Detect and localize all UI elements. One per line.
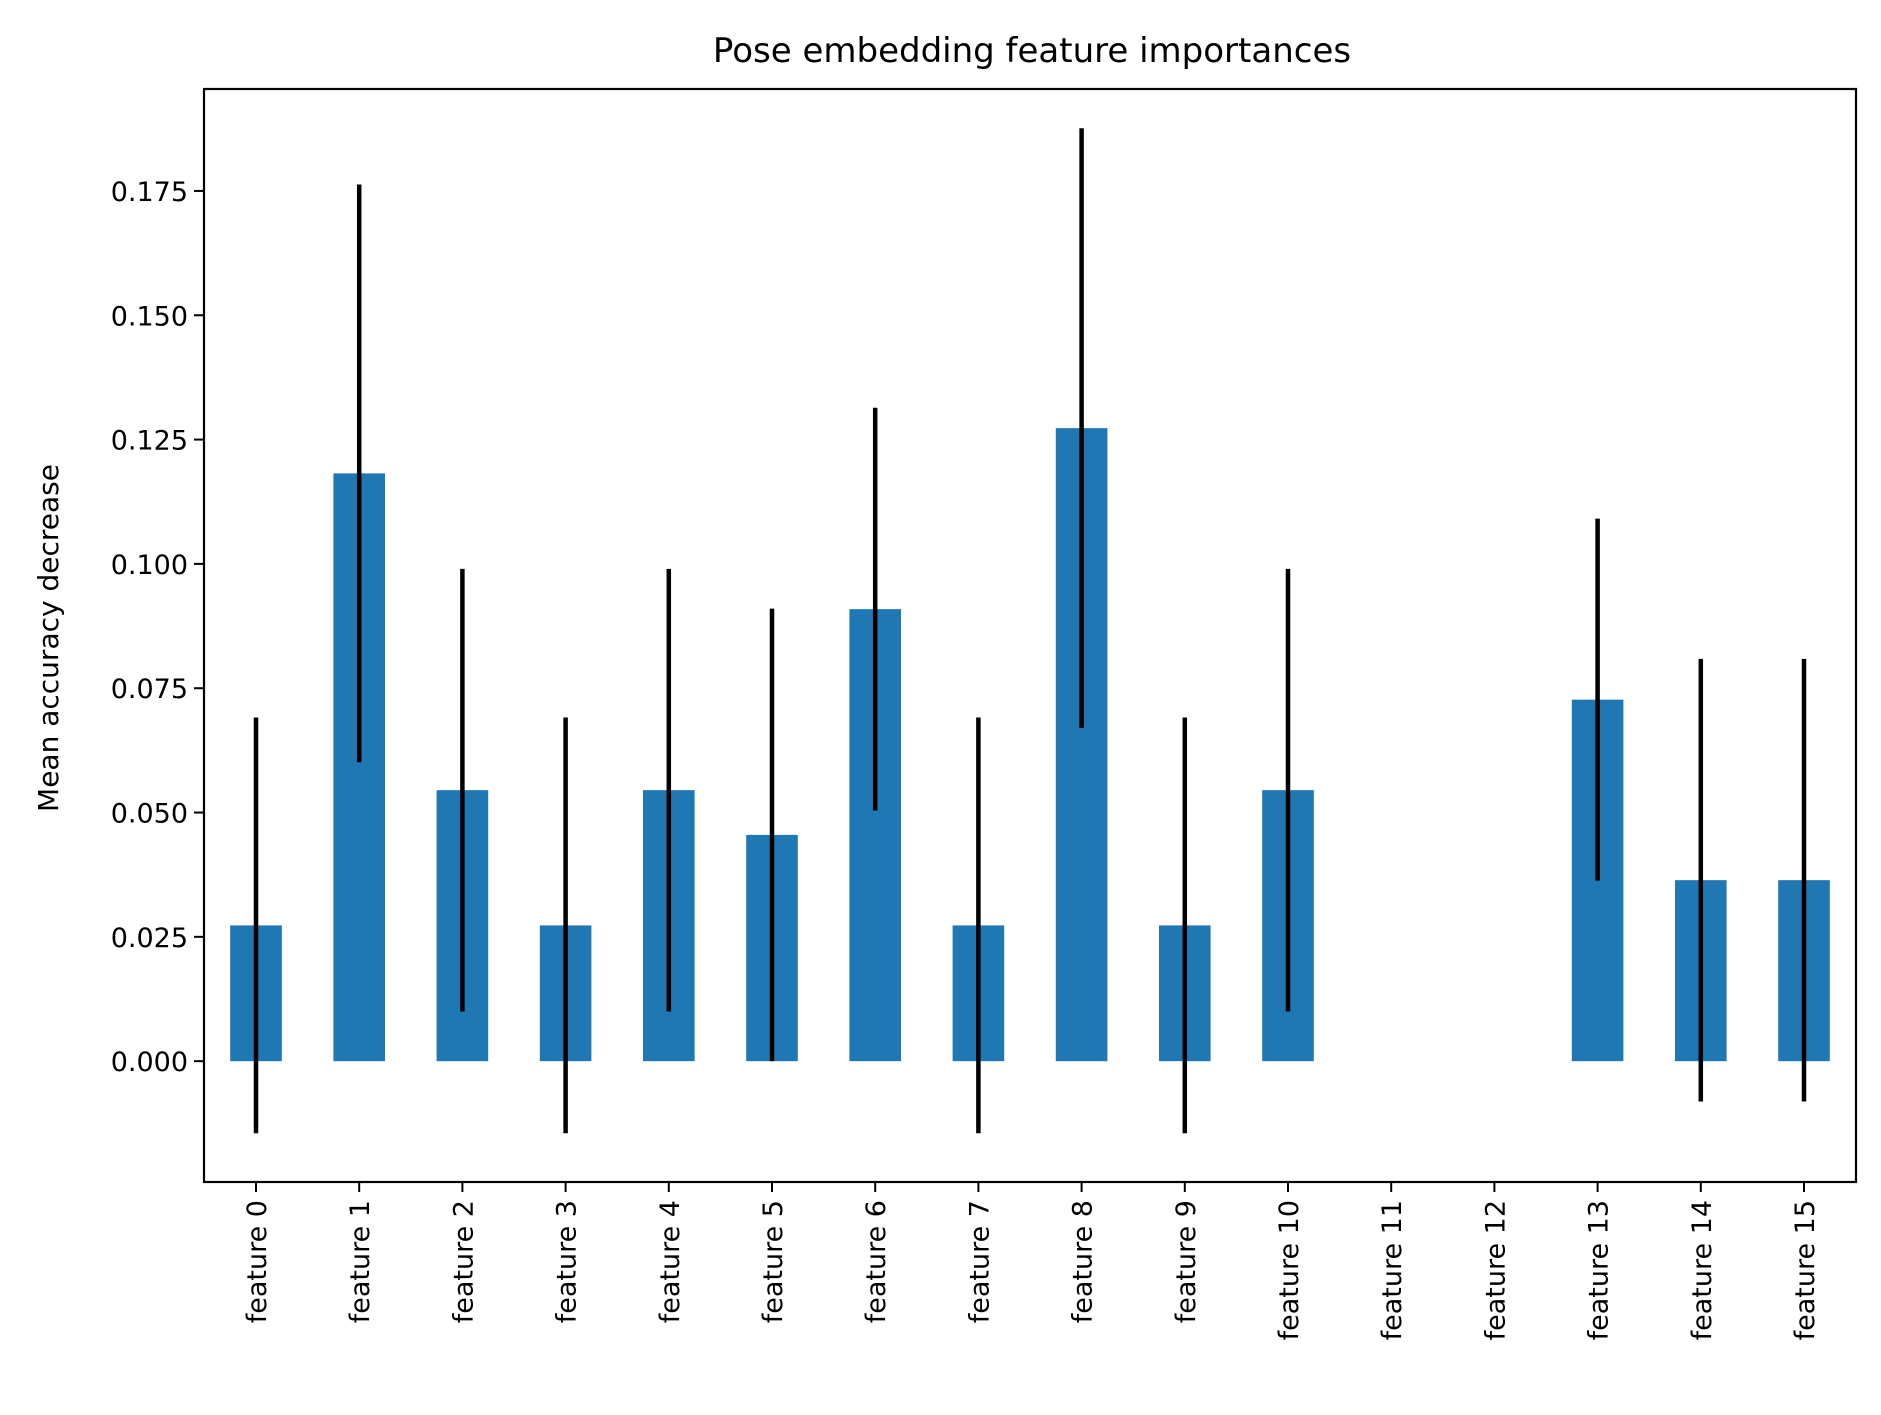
plot-area: 0.000 0.025 0.050 0.075 0.100 0.125 0.150 0.175… <box>111 87 1858 1340</box>
y-tick-label-6: 0.150 <box>111 301 188 332</box>
x-tick-label-12: feature 12 <box>1480 1200 1511 1340</box>
x-tick-label-10: feature 10 <box>1274 1200 1305 1340</box>
x-tick-label-8: feature 8 <box>1068 1200 1099 1323</box>
x-tick-label-2: feature 2 <box>448 1200 479 1323</box>
y-tick-label-5: 0.125 <box>111 426 188 457</box>
y-tick-label-7: 0.175 <box>111 177 188 208</box>
axes-frame <box>202 87 1858 1184</box>
y-axis-label: Mean accuracy decrease <box>32 464 65 812</box>
x-tick-label-3: feature 3 <box>552 1200 583 1323</box>
x-tick-label-13: feature 13 <box>1584 1200 1615 1340</box>
x-tick-label-7: feature 7 <box>964 1200 995 1323</box>
x-tick-label-6: feature 6 <box>861 1200 892 1323</box>
x-tick-label-4: feature 4 <box>655 1200 686 1323</box>
y-tick-label-1: 0.025 <box>111 923 188 954</box>
x-tick-label-1: feature 1 <box>345 1200 376 1323</box>
x-tick-label-0: feature 0 <box>242 1200 273 1323</box>
y-tick-label-2: 0.050 <box>111 799 188 830</box>
x-tick-label-5: feature 5 <box>758 1200 789 1323</box>
y-tick-label-3: 0.075 <box>111 674 188 705</box>
x-tick-label-15: feature 15 <box>1790 1200 1821 1340</box>
x-tick-label-14: feature 14 <box>1687 1200 1718 1340</box>
chart-title: Pose embedding feature importances <box>713 31 1351 71</box>
x-tick-label-9: feature 9 <box>1171 1200 1202 1323</box>
y-tick-label-4: 0.100 <box>111 550 188 581</box>
y-tick-label-0: 0.000 <box>111 1047 188 1078</box>
x-tick-label-11: feature 11 <box>1377 1200 1408 1340</box>
